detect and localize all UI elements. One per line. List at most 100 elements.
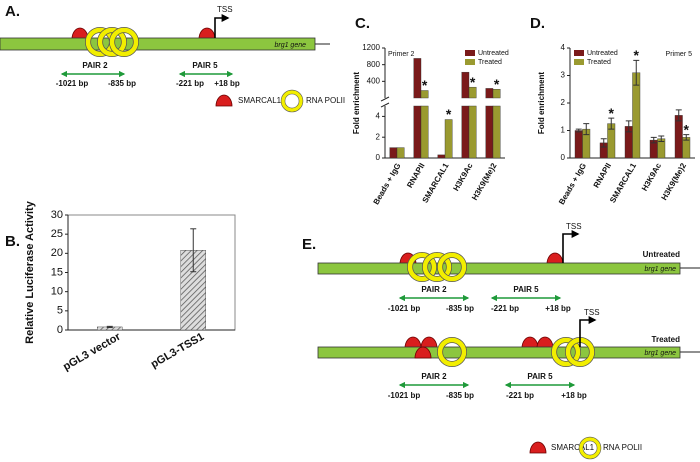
y-tick-label: 3 [561,71,566,80]
smarcal1 [71,27,89,40]
panel-title: Primer 5 [666,51,693,58]
y-tick-label: 0 [561,153,566,162]
gene-bar [317,262,681,275]
gene-label: brg1 gene [274,42,306,49]
legend-smarcal1 [529,441,547,454]
legend-rna-pol [283,92,301,110]
y-tick-label: 2 [561,98,566,107]
x-tick-label: pGL3 vector [61,330,123,373]
bar [485,88,494,99]
y-tick-label: 4 [561,43,566,52]
x-tick-label: Beads + IgG [372,162,403,207]
significance: * [684,121,690,137]
y-axis-label: Fold enrichment [352,72,361,135]
plot-frame [67,214,236,331]
axis-break [380,96,390,102]
x-tick-label: pGL3-TSS1 [149,331,206,371]
pair-name: PAIR 2 [421,285,447,294]
pair-name: PAIR 5 [527,372,553,381]
tss-arrow [579,316,597,347]
gene-bar [0,37,316,51]
y-tick-label: 25 [51,228,63,240]
pair-name: PAIR 2 [82,61,108,70]
significance: * [470,74,476,90]
smarcal1 [521,336,539,349]
bar [468,105,477,159]
y-axis-label: Relative Luciferase Activity [24,200,36,344]
pair-end: +18 bp [561,391,587,400]
pair-end: +18 bp [214,79,240,88]
significance: * [609,105,615,121]
bar [485,105,494,159]
condition-label: Untreated [643,250,680,259]
panel-label: C. [355,15,370,32]
legend-swatch [465,59,475,65]
smarcal1 [536,336,554,349]
legend-label: SMARCAL1 [238,96,282,105]
axis-break [380,102,390,108]
y-tick-label: 0 [57,324,63,336]
y-tick-label: 5 [57,305,63,317]
legend-label: RNA POLII [603,443,642,452]
tss-label: TSS [217,5,233,14]
x-tick-label: H3K9Ac [640,161,663,193]
legend-smarcal1 [215,94,233,107]
tss-arrow [214,14,230,38]
bar [437,154,446,159]
significance: * [422,77,428,93]
bar [420,105,429,159]
bar [492,105,501,159]
y-tick-label: 800 [367,60,381,69]
x-tick-label: H3K9(Me)2 [470,161,499,202]
y-tick-label: 1 [561,126,566,135]
tss-label: TSS [566,222,582,231]
pair-end: +18 bp [545,304,571,313]
bar [389,147,398,159]
pair-start: -1021 bp [388,391,421,400]
panel-label: B. [5,233,20,250]
x-tick-label: SMARCAL1 [608,161,638,204]
pair-name: PAIR 5 [513,285,539,294]
legend-label: Treated [478,59,502,66]
gene-label: brg1 gene [644,350,676,357]
pair-start: -221 bp [176,79,204,88]
bar [492,89,501,99]
x-tick-label: RNAPII [592,162,613,190]
legend-label: Untreated [587,50,618,57]
gene-label: brg1 gene [644,266,676,273]
y-tick-label: 15 [51,266,63,278]
significance: * [494,76,500,92]
smarcal1 [420,336,438,349]
tss-label: TSS [584,308,600,317]
pair-start: -1021 bp [388,304,421,313]
y-tick-label: 10 [51,286,63,298]
legend-swatch [574,59,584,65]
pair-name: PAIR 2 [421,372,447,381]
diagram-e: E. TSS Untreated brg1 gene PAIR 2 -1021 … [302,222,700,457]
y-tick-label: 4 [376,112,381,121]
tss-arrow [562,230,580,263]
legend-label: SMARCAL1 [551,443,595,452]
legend-label: RNA POLII [306,96,345,105]
panel-title: Primer 2 [388,51,415,58]
gene-bar [317,346,681,359]
bar [674,115,683,159]
bar [444,119,453,159]
y-tick-label: 20 [51,247,63,259]
y-axis-label: Fold enrichment [537,72,546,135]
panel-label: A. [5,3,20,20]
bar [413,105,422,159]
panel-label: E. [302,236,316,253]
smarcal1 [198,27,216,40]
bar [461,105,470,159]
x-tick-label: RNAPII [405,162,426,190]
bar [396,147,405,159]
pair-name: PAIR 5 [192,61,218,70]
x-tick-label: H3K9(Me)2 [660,161,689,202]
condition-label: Treated [652,335,681,344]
pair-start: -221 bp [491,304,519,313]
y-tick-label: 0 [376,153,381,162]
smarcal1 [404,336,422,349]
pair-start: -221 bp [506,391,534,400]
